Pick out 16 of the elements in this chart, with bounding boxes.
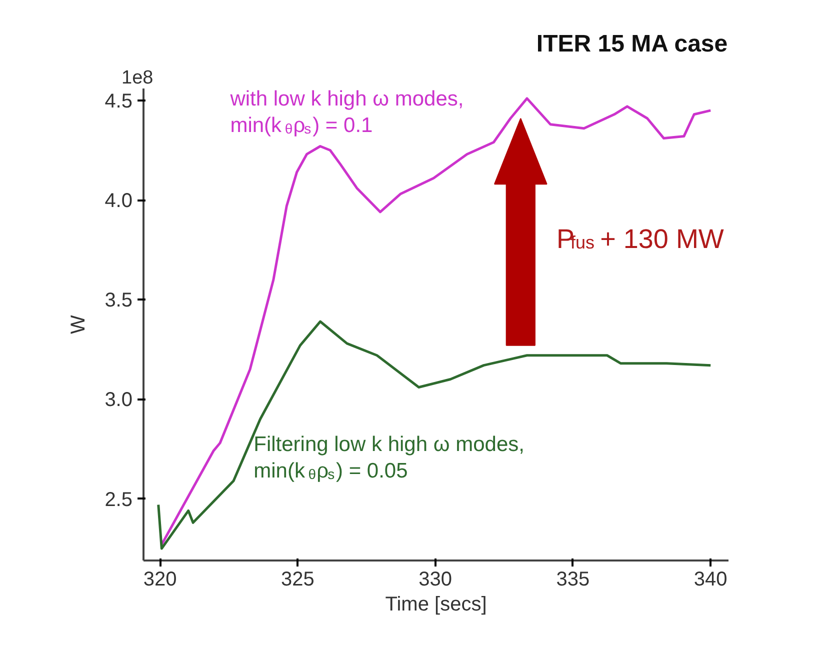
annotation: Pfus + 130 MW: [556, 224, 724, 254]
x-tick-label: 340: [694, 568, 728, 590]
y-tick-label: 3.5: [104, 290, 133, 312]
y-axis-title: W: [68, 314, 90, 334]
x-tick-label: 330: [418, 568, 452, 590]
y-tick-label: 3.0: [104, 389, 133, 412]
y-tick-label: 4.0: [104, 190, 133, 212]
x-axis-title: Time [secs]: [385, 594, 487, 616]
text: 1e8: [122, 68, 154, 88]
x-tick-label: 325: [280, 568, 314, 590]
chart-title: ITER 15 MA case: [536, 30, 728, 58]
x-tick-label: 320: [143, 568, 177, 590]
y-tick-label: 2.5: [104, 488, 133, 511]
y-tick-label: 4.5: [104, 90, 133, 112]
x-tick-label: 335: [556, 568, 590, 590]
line-series: [157, 320, 712, 550]
